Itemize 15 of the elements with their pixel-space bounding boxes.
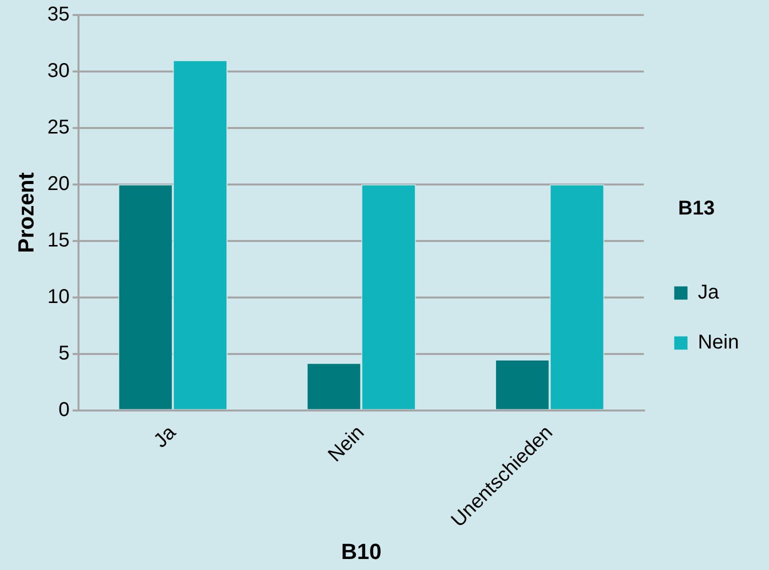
y-tick-label: 20 [47, 172, 70, 195]
y-axis-title: Prozent [13, 172, 38, 253]
x-axis-title: B10 [341, 538, 382, 564]
y-tick-label: 0 [58, 398, 70, 421]
legend-label: Nein [698, 332, 740, 354]
y-tick-label: 25 [47, 116, 70, 138]
x-tick-label: Ja [150, 421, 181, 452]
x-tick-label: Nein [324, 422, 369, 466]
y-tick-label: 15 [47, 229, 70, 252]
legend-label: Ja [698, 282, 720, 304]
y-tick-label: 10 [47, 286, 70, 308]
y-tick-label: 30 [47, 60, 70, 82]
y-tick-label: 35 [47, 4, 70, 26]
legend-title: B13 [678, 198, 715, 220]
y-tick-label: 5 [58, 342, 70, 364]
